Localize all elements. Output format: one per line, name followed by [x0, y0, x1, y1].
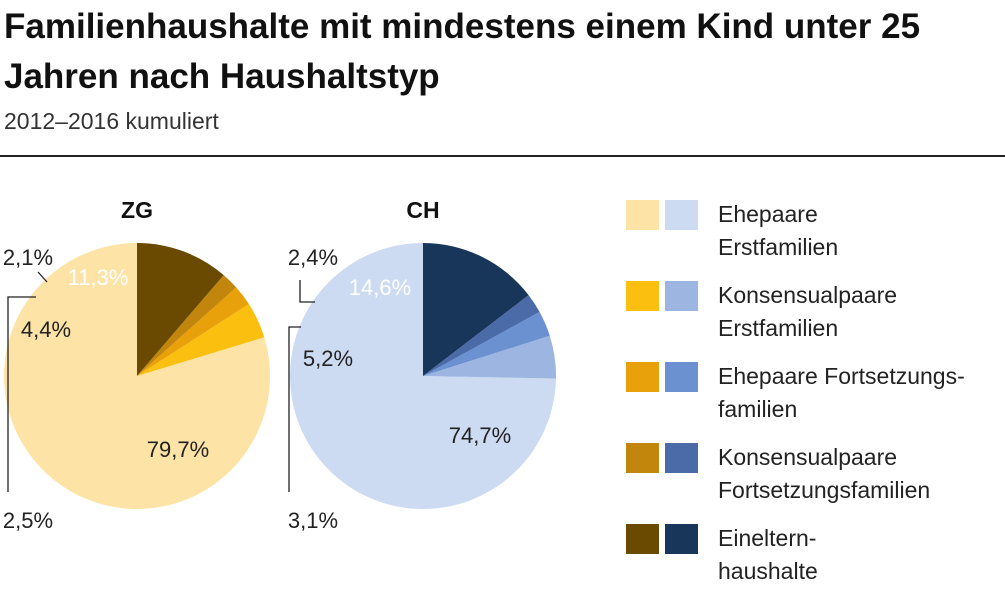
pie-slice-ch-4 [423, 243, 529, 376]
legend-swatch-zg [626, 362, 659, 392]
pie-title-zg: ZG [121, 197, 153, 223]
legend-item-konsensualpaare-erstfamilien: Konsensualpaare Erstfamilien [626, 281, 1005, 362]
data-label-ch-3: 2,4% [288, 245, 338, 270]
pie-slice-zg-0 [3, 243, 270, 509]
pie-slice-ch-0 [290, 243, 556, 509]
legend-swatch-ch [665, 281, 698, 311]
legend-swatch-zg [626, 200, 659, 230]
data-label-ch-2: 3,1% [288, 508, 338, 533]
pie-slice-zg-3 [137, 275, 237, 376]
legend-item-ehepaare-erstfamilien: Ehepaare Erstfamilien [626, 200, 1005, 281]
data-label-zg-1: 4,4% [21, 317, 71, 342]
legend-swatch-ch [665, 200, 698, 230]
data-label-zg-4: 11,3% [68, 265, 129, 290]
pie-slice-ch-2 [423, 311, 550, 376]
legend-swatch-ch [665, 443, 698, 473]
data-label-ch-1: 5,2% [303, 346, 353, 371]
legend-swatch-ch [665, 362, 698, 392]
chart-subtitle: 2012–2016 kumuliert [4, 108, 219, 134]
legend-swatch-zg [626, 281, 659, 311]
data-label-zg-2: 2,5% [3, 508, 53, 533]
legend-label: Konsensualpaare Erstfamilien [718, 282, 898, 341]
pie-charts: ZG 79,7% 4,4% 2,5% 2,1% 11,3% CH 74,7% 5,2% 3,1% 2… [3, 197, 557, 533]
data-label-ch-0: 74,7% [449, 423, 511, 448]
legend-swatch-zg [626, 524, 659, 554]
leader-line-ch-3 [299, 280, 315, 303]
pie-slice-ch-1 [423, 335, 557, 379]
leader-line-ch-2 [288, 326, 301, 492]
legend-swatch-zg [626, 443, 659, 473]
chart-title: Familienhaushalte mit mindestens einem K… [4, 7, 921, 96]
pie-slice-zg-2 [137, 287, 249, 376]
legend-swatch-ch [665, 524, 698, 554]
data-label-zg-3: 2,1% [3, 245, 53, 270]
legend-item-einelternhaushalte: Eineltern- haushalte [626, 524, 1005, 605]
data-label-ch-4: 14,6% [349, 275, 411, 300]
pie-slice-zg-1 [137, 304, 265, 376]
pie-slice-ch-3 [423, 295, 540, 376]
legend-item-konsensualpaare-fortsetzungsfamilien: Konsensualpaare Fortsetzungsfamilien [626, 443, 1005, 524]
legend: Ehepaare Erstfamilien Konsensualpaare Er… [626, 200, 1005, 605]
pie-slice-zg-4 [137, 243, 224, 376]
pie-title-ch: CH [406, 197, 439, 223]
legend-label: Ehepaare Erstfamilien [718, 201, 839, 260]
data-label-zg-0: 79,7% [147, 437, 209, 462]
leader-line-zg-3 [37, 271, 48, 283]
legend-label: Ehepaare Fortsetzungs- familien [718, 363, 965, 422]
leader-line-zg-2 [7, 296, 36, 492]
legend-label: Konsensualpaare Fortsetzungsfamilien [718, 444, 931, 503]
legend-item-ehepaare-fortsetzungsfamilien: Ehepaare Fortsetzungs- familien [626, 362, 1005, 443]
title-divider [0, 155, 1005, 157]
legend-label: Eineltern- haushalte [718, 525, 818, 584]
